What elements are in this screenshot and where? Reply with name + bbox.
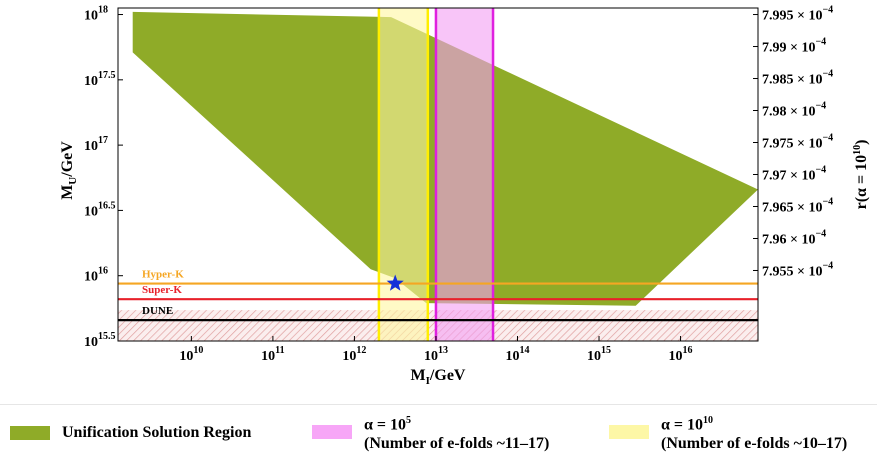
dune-label: DUNE xyxy=(142,305,173,317)
y2-tick-label-0: 7.995 × 10−4 xyxy=(762,5,833,24)
legend-swatch-alpha-1e5 xyxy=(312,425,352,440)
y2-axis-title: r(α = 1010) xyxy=(852,140,870,210)
y2-tick-label-5: 7.97 × 10−4 xyxy=(762,165,826,184)
y2-tick-label-4: 7.975 × 10−4 xyxy=(762,133,833,152)
x-tick-label-12: 1012 xyxy=(342,345,366,364)
legend-label-alpha-1e5: α = 105 (Number of e-folds ~11–17) xyxy=(364,411,549,453)
y2-tick-label-2: 7.985 × 10−4 xyxy=(762,69,833,88)
legend-alpha-1e10-prefix: α = 10 xyxy=(661,416,704,434)
x-tick-label-10: 1010 xyxy=(179,345,203,364)
legend-alpha-1e10-exponent: 10 xyxy=(703,415,714,426)
legend-item-alpha-1e5: α = 105 (Number of e-folds ~11–17) xyxy=(312,411,549,453)
legend-swatch-unification xyxy=(10,425,50,440)
x-tick-label-15: 1015 xyxy=(587,345,611,364)
legend-alpha-1e5-exponent: 5 xyxy=(406,415,412,426)
y-tick-label-16-5: 1016.5 xyxy=(84,200,116,219)
y2-tick-label-3: 7.98 × 10−4 xyxy=(762,101,826,120)
y-tick-label-17-5: 1017.5 xyxy=(84,70,116,89)
legend-label-alpha-1e10: α = 1010 (Number of e-folds ~10–17) xyxy=(661,411,847,453)
x-tick-label-13: 1013 xyxy=(424,345,448,364)
legend-label-unification: Unification Solution Region xyxy=(62,424,252,441)
legend-alpha-1e5-prefix: α = 10 xyxy=(364,416,407,434)
x-tick-label-11: 1011 xyxy=(261,345,284,364)
legend-alpha-1e10-efolds: (Number of e-folds ~10–17) xyxy=(661,435,848,453)
plot-area: Hyper-K Super-K DUNE xyxy=(118,8,758,341)
y2-tick-label-6: 7.965 × 10−4 xyxy=(762,196,833,215)
legend-item-unification: Unification Solution Region xyxy=(10,423,251,442)
super-k-label: Super-K xyxy=(142,284,182,296)
x-axis-title: MI/GeV xyxy=(411,367,466,387)
legend-item-alpha-1e10: α = 1010 (Number of e-folds ~10–17) xyxy=(609,411,847,453)
y-tick-label-17: 1017 xyxy=(84,135,108,154)
hyper-k-label: Hyper-K xyxy=(142,269,184,281)
legend-swatch-alpha-1e10 xyxy=(609,425,649,440)
y-axis-title: MU/GeV xyxy=(59,141,79,200)
y-tick-label-18: 1018 xyxy=(84,5,108,24)
axes: 1010 1011 1012 1013 1014 1015 1016 1018 1017.5 10… xyxy=(59,5,870,387)
x-tick-label-14: 1014 xyxy=(505,345,529,364)
legend: Unification Solution Region α = 105 (Num… xyxy=(0,404,877,461)
benchmark-star-marker xyxy=(386,274,404,291)
band-alpha-1e5 xyxy=(435,8,494,341)
x-tick-label-16: 1016 xyxy=(669,345,693,364)
y-tick-label-16: 1016 xyxy=(84,266,108,285)
y-tick-label-15-5: 1015.5 xyxy=(84,331,116,350)
legend-alpha-1e5-efolds: (Number of e-folds ~11–17) xyxy=(364,435,550,453)
y2-tick-label-7: 7.96 × 10−4 xyxy=(762,228,826,247)
y2-tick-label-1: 7.99 × 10−4 xyxy=(762,37,826,56)
band-alpha-1e10 xyxy=(378,8,428,341)
y2-tick-label-8: 7.955 × 10−4 xyxy=(762,260,833,279)
